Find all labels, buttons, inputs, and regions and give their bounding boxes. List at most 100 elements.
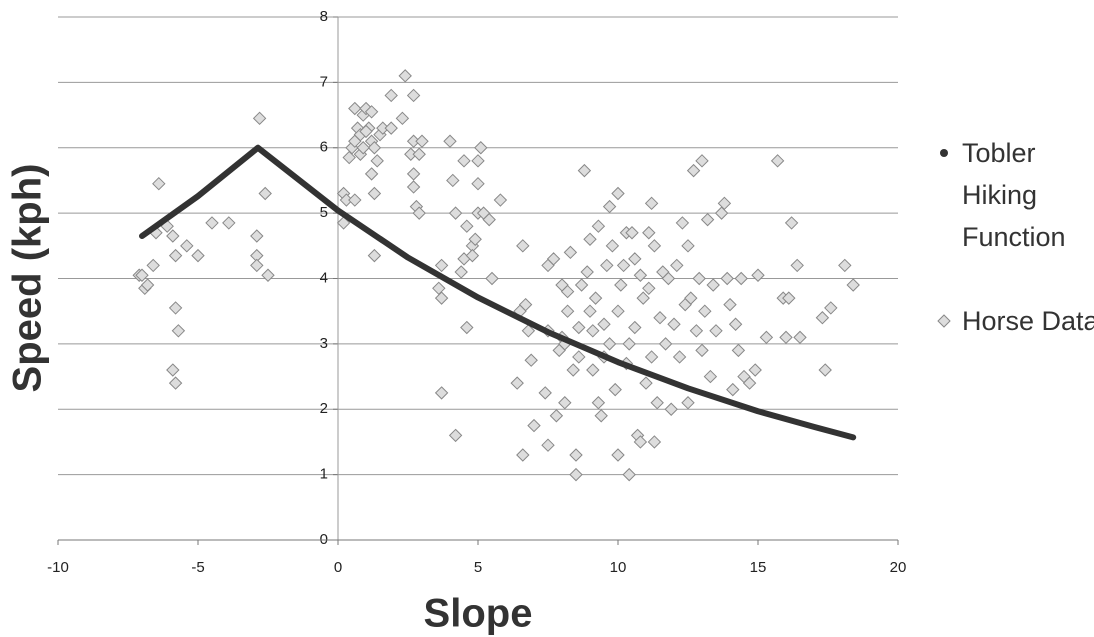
legend-symbol bbox=[936, 300, 962, 352]
data-point bbox=[191, 248, 205, 263]
data-point bbox=[597, 317, 611, 331]
data-point bbox=[622, 337, 636, 351]
data-point bbox=[734, 271, 748, 286]
data-point bbox=[700, 212, 715, 227]
data-point bbox=[642, 226, 656, 240]
x-tick-label: -10 bbox=[47, 559, 69, 576]
data-point bbox=[471, 176, 485, 191]
data-point bbox=[616, 258, 631, 273]
data-point bbox=[846, 278, 860, 292]
data-point bbox=[518, 297, 533, 312]
y-tick-label: 2 bbox=[320, 400, 328, 417]
data-point bbox=[415, 134, 429, 148]
data-point bbox=[698, 304, 712, 318]
data-point bbox=[639, 376, 653, 390]
data-point bbox=[658, 337, 673, 351]
data-point bbox=[460, 219, 474, 233]
data-point bbox=[600, 258, 614, 273]
y-tick-label: 5 bbox=[320, 204, 328, 221]
data-point bbox=[549, 409, 564, 423]
x-axis-title: Slope bbox=[424, 592, 533, 636]
data-point bbox=[681, 396, 695, 410]
data-point bbox=[647, 435, 662, 449]
data-point bbox=[731, 343, 746, 358]
data-point bbox=[448, 206, 463, 220]
data-point bbox=[367, 186, 382, 201]
data-point bbox=[664, 402, 678, 416]
data-point bbox=[644, 196, 659, 211]
data-point bbox=[434, 291, 449, 305]
data-point bbox=[454, 265, 468, 279]
data-point bbox=[336, 216, 351, 230]
data-point bbox=[348, 101, 362, 116]
data-point bbox=[706, 278, 720, 292]
data-point bbox=[591, 219, 606, 233]
data-point bbox=[471, 154, 485, 168]
data-point bbox=[448, 428, 463, 443]
data-point bbox=[636, 291, 650, 305]
data-point bbox=[588, 291, 603, 305]
data-point bbox=[538, 386, 552, 400]
data-point bbox=[667, 317, 681, 331]
data-point bbox=[622, 467, 636, 482]
data-point bbox=[586, 363, 600, 377]
data-point bbox=[628, 252, 642, 266]
data-point bbox=[395, 111, 410, 126]
data-point bbox=[838, 258, 852, 273]
data-point bbox=[586, 324, 600, 338]
data-point bbox=[370, 154, 384, 168]
data-point bbox=[560, 284, 575, 299]
data-point bbox=[482, 212, 496, 227]
data-point bbox=[524, 353, 538, 367]
data-point bbox=[398, 69, 412, 83]
data-point bbox=[602, 337, 617, 351]
data-point bbox=[412, 147, 426, 161]
data-point bbox=[258, 186, 272, 201]
data-point bbox=[759, 330, 774, 345]
x-tick-label: 10 bbox=[610, 559, 627, 576]
data-point bbox=[633, 268, 648, 282]
data-point bbox=[384, 121, 398, 135]
data-point bbox=[250, 229, 264, 243]
data-point bbox=[205, 216, 219, 230]
y-tick-label: 7 bbox=[320, 73, 328, 90]
data-point bbox=[695, 154, 709, 168]
data-point bbox=[672, 350, 687, 364]
data-point bbox=[446, 173, 460, 188]
line-series bbox=[139, 144, 857, 441]
data-point bbox=[608, 382, 622, 397]
data-point bbox=[364, 105, 379, 119]
data-point bbox=[457, 154, 471, 168]
data-point bbox=[434, 258, 449, 273]
data-point bbox=[742, 376, 757, 390]
data-point bbox=[527, 418, 541, 433]
data-point bbox=[516, 448, 530, 462]
data-point bbox=[166, 229, 180, 243]
data-point bbox=[681, 239, 695, 253]
data-point bbox=[140, 278, 155, 292]
legend-label: Horse Data bbox=[962, 306, 1094, 336]
data-point bbox=[602, 199, 617, 214]
data-point bbox=[180, 239, 194, 253]
y-tick-label: 8 bbox=[320, 8, 328, 25]
data-point bbox=[546, 252, 561, 266]
x-tick-label: 20 bbox=[890, 559, 907, 576]
data-point bbox=[406, 180, 421, 194]
data-point bbox=[703, 369, 718, 384]
data-point bbox=[474, 141, 488, 155]
data-point bbox=[594, 409, 608, 423]
data-point bbox=[252, 111, 267, 126]
data-point bbox=[384, 88, 398, 103]
data-point bbox=[642, 281, 656, 296]
data-point bbox=[135, 268, 149, 282]
data-point bbox=[406, 88, 421, 103]
data-point bbox=[348, 193, 362, 207]
data-point bbox=[689, 324, 704, 338]
data-point bbox=[748, 363, 762, 377]
data-point bbox=[572, 320, 586, 335]
y-tick-label: 0 bbox=[320, 531, 328, 548]
data-point bbox=[684, 291, 698, 305]
data-point bbox=[569, 467, 583, 482]
data-point bbox=[152, 176, 166, 191]
data-point bbox=[723, 297, 737, 312]
